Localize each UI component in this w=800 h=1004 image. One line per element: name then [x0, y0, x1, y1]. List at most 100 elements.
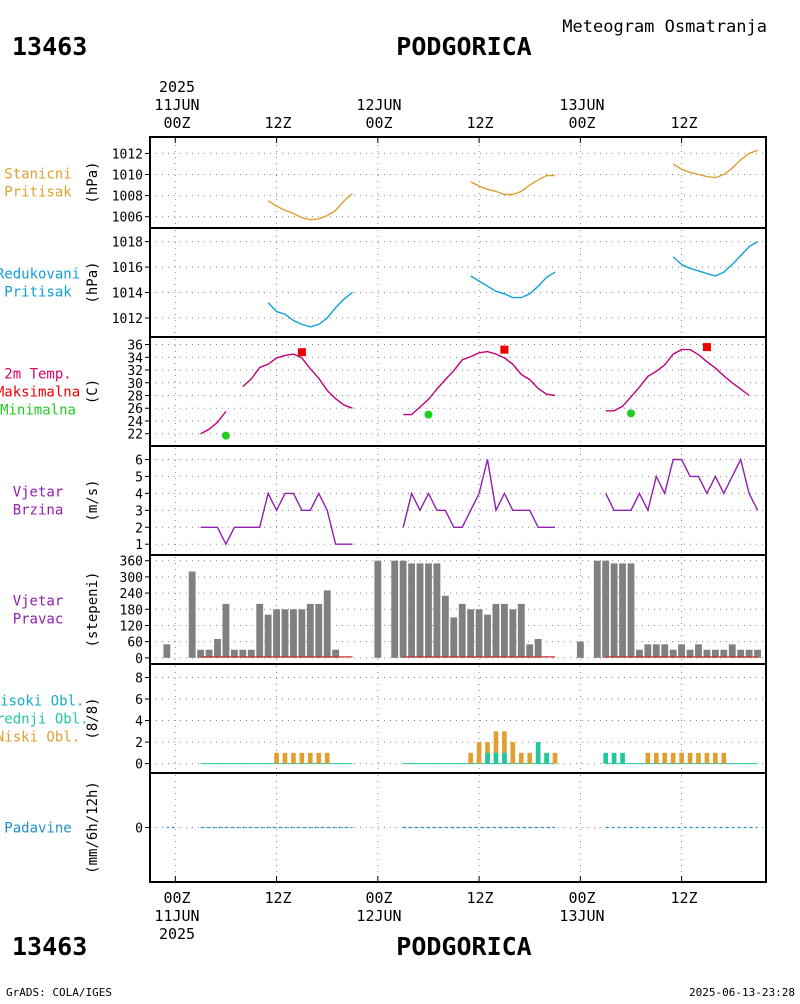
wind-direction-bar [695, 644, 702, 658]
year-label-bottom: 2025 [159, 925, 195, 943]
wind-direction-bar [517, 603, 525, 658]
y-tick-label: 1016 [112, 261, 143, 276]
wind_speed-line [605, 457, 759, 513]
low-cloud-bar [476, 742, 482, 764]
hour-label-bottom-5: 00Z [568, 889, 595, 907]
mid-cloud-bar [493, 752, 499, 764]
panel-clouds: 0 2 4 6 8 (8/8)Visoki Obl. Srednji Obl. Niski O… [0, 666, 766, 774]
low-cloud-bar [527, 752, 533, 764]
wind-direction-bar [619, 563, 626, 658]
y-tick-label: 0 [135, 758, 143, 773]
wind-direction-bar [281, 609, 289, 658]
tmax-marker [500, 345, 509, 354]
hour-label-top-1: 00Z [163, 114, 190, 132]
hour-label-bottom-1: 00Z [163, 889, 190, 907]
axis-unit-label: (8/8) [85, 697, 101, 739]
wind_speed-line [200, 491, 353, 546]
panel-label: Pritisak [4, 185, 72, 201]
wind-direction-bar [298, 609, 306, 658]
tmin-marker [424, 410, 433, 419]
station-id-bottom: 13463 [12, 932, 87, 961]
low-cloud-bar [468, 752, 473, 764]
low-cloud-bar [502, 731, 507, 764]
low-cloud-bar [687, 752, 693, 764]
low-cloud-bar [670, 752, 676, 764]
low-cloud-bar [324, 752, 330, 764]
y-tick-label: 1 [135, 538, 143, 553]
wind-direction-bar [492, 603, 500, 658]
y-tick-label: 1012 [112, 147, 143, 162]
panel-precipitation: 0 (mm/6h/12h) Padavine [4, 775, 766, 883]
wind-direction-bar [576, 641, 584, 658]
wind-direction-bar [214, 638, 221, 658]
y-tick-label: 300 [120, 571, 143, 586]
hour-label-bottom-4: 12Z [466, 889, 493, 907]
footer-timestamp: 2025-06-13-23:28 [689, 986, 795, 999]
wind-direction-bar [197, 649, 205, 658]
wind-direction-bar [230, 649, 238, 658]
panel-label: Srednji Obl. [0, 712, 89, 728]
y-tick-label: 24 [127, 415, 143, 430]
wind-direction-bar [408, 563, 416, 658]
hour-label-top-3: 00Z [365, 114, 392, 132]
y-tick-label: 32 [127, 364, 143, 379]
low-cloud-bar [510, 742, 516, 764]
y-tick-label: 26 [127, 402, 143, 417]
wind-direction-bar [458, 603, 466, 658]
axis-unit-label: (hPa) [85, 261, 101, 303]
y-tick-label: 6 [135, 693, 143, 708]
wind-direction-bar [399, 560, 407, 658]
wind-direction-bar [239, 649, 247, 658]
y-tick-label: 34 [127, 351, 143, 366]
wind-direction-bar [678, 644, 686, 658]
low-cloud-bar [552, 752, 558, 764]
axis-unit-label: (stepeni) [85, 572, 101, 648]
temperature-line [605, 348, 750, 412]
station_pressure-line [672, 149, 758, 179]
wind-direction-bar [188, 571, 196, 658]
y-tick-label: 120 [120, 619, 143, 634]
low-cloud-bar [274, 752, 279, 764]
y-tick-label: 6 [135, 453, 143, 468]
low-cloud-bar [493, 731, 499, 764]
station_pressure-line [470, 174, 555, 196]
hour-label-bottom-6: 12Z [670, 889, 697, 907]
temperature-line [242, 353, 353, 409]
station-name-bottom: PODGORICA [396, 932, 531, 961]
y-tick-label: 36 [127, 339, 143, 354]
panel-label: Vjetar [13, 594, 64, 610]
y-tick-label: 180 [120, 603, 143, 618]
y-tick-label: 0 [135, 652, 143, 667]
panel-label: Vjetar [13, 485, 64, 501]
panel-label: Pritisak [4, 285, 72, 301]
panel-label: Brzina [13, 503, 64, 519]
wind_speed-line [402, 459, 555, 528]
panel-label: Stanicni [4, 167, 71, 183]
plot-frame [149, 136, 767, 883]
panel-label: Maksimalna [0, 385, 80, 401]
tmin-marker [221, 431, 230, 440]
wind-direction-bar [627, 563, 635, 658]
low-cloud-bar [653, 752, 659, 764]
y-tick-label: 2 [135, 736, 143, 751]
low-cloud-bar [291, 752, 296, 764]
wind-direction-bar [644, 644, 652, 658]
y-tick-label: 60 [127, 636, 143, 651]
low-cloud-bar [721, 752, 727, 764]
wind-direction-bar [264, 614, 272, 658]
y-tick-label: 1014 [112, 287, 143, 302]
mid-cloud-bar [544, 752, 549, 764]
wind-direction-bar [737, 649, 745, 658]
low-cloud-bar [316, 752, 322, 764]
y-tick-label: 30 [127, 377, 143, 392]
y-tick-label: 22 [127, 428, 143, 443]
wind-direction-bar [652, 644, 660, 658]
day-label-top-2: 12JUN [356, 96, 401, 114]
mid-cloud-bar [485, 752, 490, 764]
hour-label-top-6: 12Z [670, 114, 697, 132]
axis-unit-label: (mm/6h/12h) [85, 781, 101, 874]
low-cloud-bar [704, 752, 710, 764]
axis-unit-label: (C) [85, 379, 101, 404]
wind-direction-bar [391, 560, 399, 658]
